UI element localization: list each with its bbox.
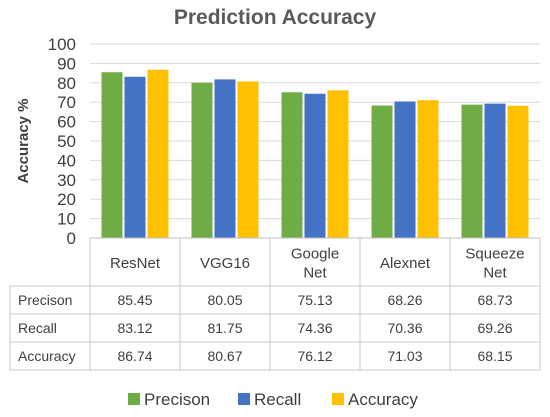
bar-accuracy-3	[417, 100, 439, 238]
bar-precison-1	[191, 82, 213, 238]
bar-precison-0	[101, 72, 123, 239]
bar-precison-3	[371, 105, 393, 239]
legend-label: Accuracy	[348, 390, 418, 409]
y-tick-label: 0	[67, 229, 76, 248]
category-label: Google	[291, 246, 339, 263]
table-row-label: Precison	[18, 292, 72, 308]
data-label: 69.26	[477, 320, 512, 336]
bar-accuracy-0	[147, 69, 169, 239]
data-label: 68.15	[477, 348, 512, 364]
category-label: Alexnet	[380, 255, 431, 272]
bar-recall-4	[484, 103, 506, 239]
data-label: 68.73	[477, 292, 512, 308]
data-label: 75.13	[297, 292, 332, 308]
data-label: 71.03	[387, 348, 422, 364]
bar-recall-1	[214, 79, 236, 238]
y-tick-label: 60	[57, 113, 76, 132]
legend-swatch	[128, 393, 140, 405]
data-label: 74.36	[297, 320, 332, 336]
y-tick-label: 40	[57, 151, 76, 170]
legend-swatch	[238, 393, 250, 405]
bar-recall-3	[394, 101, 416, 238]
legend-label: Recall	[254, 390, 301, 409]
y-tick-label: 70	[57, 93, 76, 112]
y-tick-label: 100	[48, 35, 76, 54]
y-tick-label: 50	[57, 132, 76, 151]
data-label: 86.74	[117, 348, 152, 364]
table-row-label: Accuracy	[18, 348, 76, 364]
category-label: Squeeze	[465, 246, 524, 263]
bar-accuracy-4	[507, 105, 529, 238]
bar-precison-2	[281, 92, 303, 238]
y-axis-label: Accuracy %	[15, 98, 32, 183]
bar-accuracy-2	[327, 90, 349, 238]
y-tick-label: 90	[57, 54, 76, 73]
category-label: Net	[483, 265, 507, 282]
y-tick-label: 10	[57, 210, 76, 229]
data-label: 70.36	[387, 320, 422, 336]
y-tick-label: 80	[57, 74, 76, 93]
legend-label: Precison	[144, 390, 210, 409]
bar-recall-2	[304, 93, 326, 238]
table-row-label: Recall	[18, 320, 57, 336]
category-label: ResNet	[110, 255, 161, 272]
data-label: 80.05	[207, 292, 242, 308]
bar-recall-0	[124, 76, 146, 239]
bar-precison-4	[461, 104, 483, 238]
bar-accuracy-1	[237, 81, 259, 238]
data-label: 85.45	[117, 292, 152, 308]
chart-title: Prediction Accuracy	[173, 6, 377, 29]
y-tick-label: 30	[57, 171, 76, 190]
data-label: 68.26	[387, 292, 422, 308]
data-label: 83.12	[117, 320, 152, 336]
data-label: 81.75	[207, 320, 242, 336]
data-label: 76.12	[297, 348, 332, 364]
y-tick-label: 20	[57, 190, 76, 209]
category-label: VGG16	[200, 255, 250, 272]
legend-swatch	[332, 393, 344, 405]
data-label: 80.67	[207, 348, 242, 364]
category-label: Net	[303, 265, 327, 282]
